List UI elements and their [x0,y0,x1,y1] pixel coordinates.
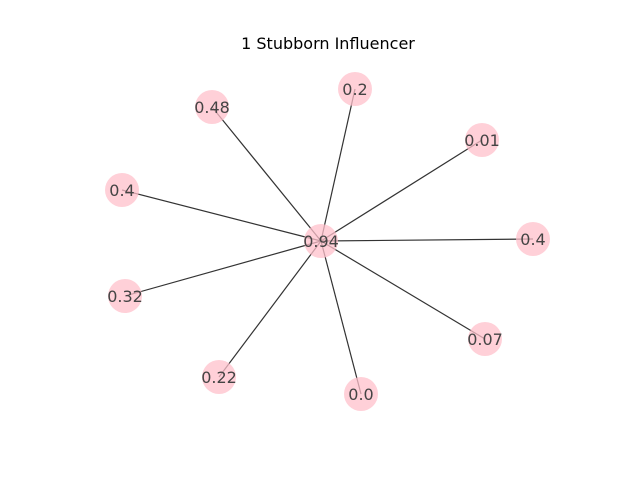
node-n8: 0.22 [201,360,237,394]
node-label: 0.4 [109,181,134,200]
node-n6: 0.32 [107,279,143,313]
node-n7: 0.07 [467,322,503,356]
node-label: 0.22 [201,368,237,387]
edge-center-n4 [320,238,534,242]
node-circle [465,123,499,157]
node-circle [344,377,378,411]
node-n2: 0.2 [338,72,372,106]
node-circle [108,279,142,313]
edge-center-n9 [320,240,362,395]
node-n5: 0.4 [105,173,139,207]
node-label: 0.32 [107,287,143,306]
edge-center-n5 [121,189,322,242]
edge-center-n8 [218,240,322,378]
figure-title: 1 Stubborn Influencer [241,34,415,53]
node-n4: 0.4 [516,222,550,256]
node-circle [105,173,139,207]
edge-center-n7 [320,240,486,340]
node-label: 0.2 [342,80,367,99]
node-label: 0.4 [520,230,545,249]
edge-center-n6 [124,240,322,297]
node-label: 0.94 [303,232,339,251]
node-n9: 0.0 [344,377,378,411]
node-label: 0.01 [464,131,500,150]
node-center: 0.94 [303,224,339,258]
node-label: 0.07 [467,330,503,349]
node-circle [304,224,338,258]
node-label: 0.48 [194,98,230,117]
node-layer: 0.94 0.48 0.2 0.01 0.4 0.4 0.32 0.07 0.22 0.0 [105,72,550,411]
node-n3: 0.01 [464,123,500,157]
node-label: 0.0 [348,385,373,404]
node-circle [202,360,236,394]
edge-layer [121,88,534,395]
edge-center-n2 [320,88,356,242]
node-circle [516,222,550,256]
node-circle [468,322,502,356]
edge-center-n1 [211,106,322,242]
node-circle [195,90,229,124]
edge-center-n3 [320,139,483,242]
node-circle [338,72,372,106]
node-n1: 0.48 [194,90,230,124]
